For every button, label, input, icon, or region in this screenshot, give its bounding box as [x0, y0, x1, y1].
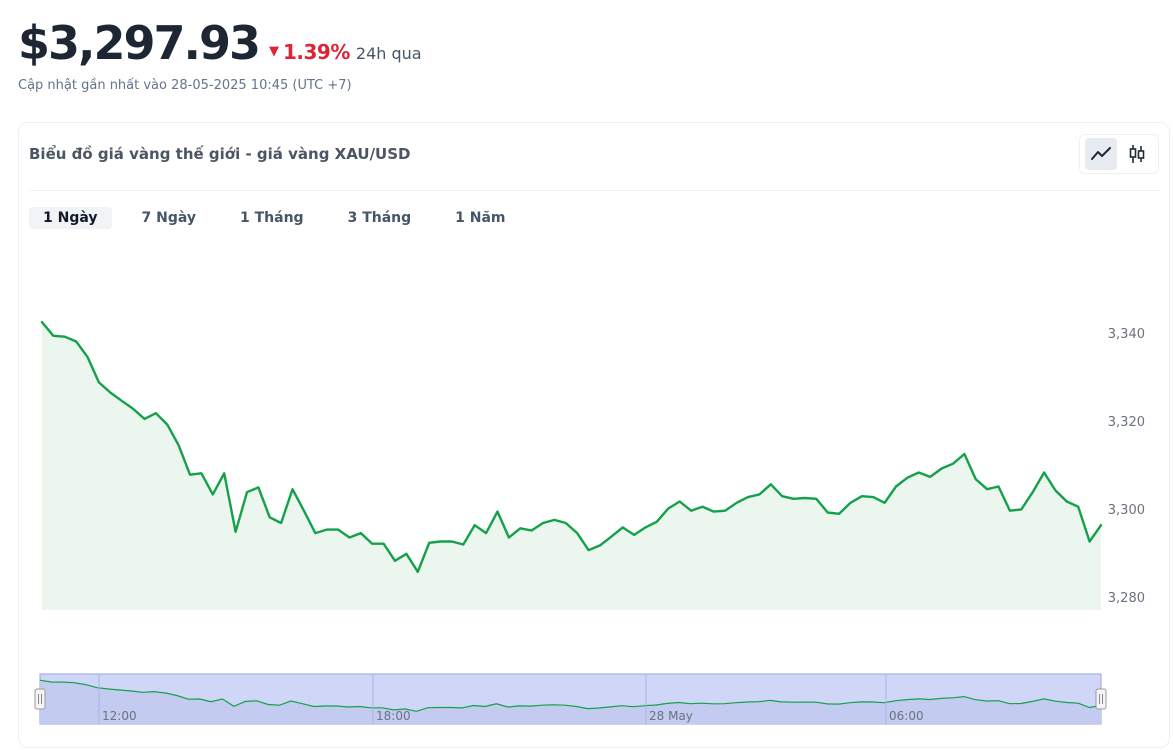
navigator-left-handle[interactable] [34, 688, 46, 710]
range-tabs: 1 Ngày 7 Ngày 1 Tháng 3 Tháng 1 Năm [29, 207, 536, 229]
navigator-time-label: 18:00 [376, 709, 411, 723]
y-tick-label: 3,300 [1108, 503, 1145, 518]
candlestick-chart-button[interactable] [1121, 138, 1153, 170]
change-percent: 1.39% [283, 40, 350, 64]
tab-3-months[interactable]: 3 Tháng [347, 210, 412, 226]
price-header: $3,297.93 ▼ 1.39% 24h qua [18, 16, 422, 70]
change-period: 24h qua [355, 44, 422, 63]
last-updated: Cập nhật gần nhất vào 28-05-2025 10:45 (… [18, 78, 352, 93]
price-change: ▼ 1.39% 24h qua [269, 40, 422, 64]
price-area [42, 322, 1101, 610]
y-tick-label: 3,340 [1108, 327, 1145, 342]
navigator-time-label: 06:00 [889, 709, 924, 723]
chart-title: Biểu đồ giá vàng thế giới - giá vàng XAU… [29, 145, 411, 163]
chart-type-toggle [1079, 134, 1159, 174]
navigator-line [39, 679, 1102, 712]
price-line [40, 321, 1103, 573]
candlestick-icon [1129, 145, 1145, 163]
card-divider [29, 190, 1159, 191]
tab-1-month[interactable]: 1 Tháng [240, 210, 304, 226]
current-price: $3,297.93 [18, 16, 261, 70]
y-tick-label: 3,320 [1108, 415, 1145, 430]
tab-1-year[interactable]: 1 Năm [455, 210, 506, 226]
tab-1-day[interactable]: 1 Ngày [29, 207, 112, 229]
tab-7-days[interactable]: 7 Ngày [141, 210, 197, 226]
navigator-time-label: 12:00 [102, 709, 137, 723]
line-chart-icon [1091, 147, 1111, 160]
caret-down-icon: ▼ [269, 44, 279, 59]
navigator-area [40, 680, 1101, 724]
navigator-right-handle[interactable] [1095, 688, 1107, 710]
line-chart-button[interactable] [1085, 138, 1117, 170]
navigator-time-label: 28 May [649, 709, 693, 723]
chart-card: Biểu đồ giá vàng thế giới - giá vàng XAU… [18, 122, 1170, 748]
y-tick-label: 3,280 [1108, 591, 1145, 606]
